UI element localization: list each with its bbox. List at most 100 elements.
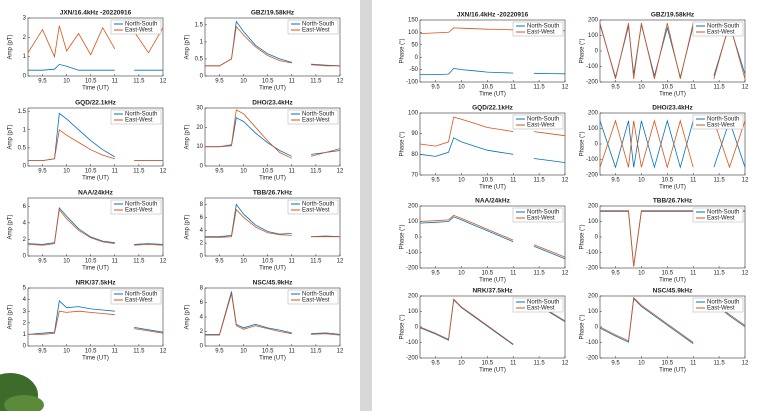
x-tick-label: 9.5: [215, 79, 224, 85]
panel: 9.5 10 10.5 11 11.5 1200.511.5GBZ/19.58kHzTim…: [185, 10, 344, 92]
y-tick-label: -100: [586, 250, 599, 256]
y-tick-label: 2: [23, 237, 27, 243]
panel: 9.5 10 10.5 11 11.5 12 -200 -100 0 100 200 DHO/23.4…: [580, 105, 749, 191]
y-tick-label: 0: [595, 325, 599, 331]
x-tick-label: 11.5: [310, 79, 322, 85]
x-tick-label: 11.5: [133, 259, 145, 265]
x-tick-label: 12: [562, 361, 569, 367]
y-tick-label: 4: [23, 297, 27, 303]
x-tick-label: 12: [562, 271, 569, 277]
panel: 9.5 10 10.5 11 11.5 12 -200 -100 0 100 200 NAA/24kH…: [400, 198, 569, 284]
x-tick-label: 12: [160, 169, 167, 175]
legend-box: [512, 207, 564, 223]
x-tick-label: 10.5: [481, 85, 493, 91]
x-axis-label: Time (UT): [82, 176, 109, 182]
y-axis-label: Amp (pT): [8, 34, 14, 59]
y-axis-label: Amp (pT): [185, 124, 191, 149]
x-tick-label: 11.5: [713, 271, 725, 277]
y-tick-label: 1: [200, 39, 204, 45]
y-tick-label: 2: [23, 35, 27, 41]
x-tick-label: 12: [160, 349, 167, 355]
x-tick-label: 11: [510, 178, 517, 184]
y-tick-label: -200: [586, 173, 599, 179]
plot-area: [599, 19, 746, 83]
legend-label: East-West: [527, 306, 555, 312]
panel: 9.5 10 10.5 11 11.5 12 0 2 4 6 NAA/24kHz Time (UT) A…: [8, 190, 167, 272]
x-tick-label: 12: [562, 178, 569, 184]
legend-box: [512, 21, 564, 37]
y-tick-label: 100: [408, 30, 419, 36]
x-axis-label: Time (UT): [82, 86, 109, 92]
legend-label: East-West: [302, 298, 330, 304]
y-tick-label: 4: [200, 315, 204, 321]
legend-label: North-South: [302, 202, 334, 208]
x-tick-label: 10.5: [481, 361, 493, 367]
panel: 9.5 10 10.5 11 11.5 12 -200 -100 0 100 200 GBZ/19.5…: [580, 12, 749, 98]
y-tick-label: 0: [200, 164, 204, 170]
x-tick-label: 9.5: [215, 259, 224, 265]
x-tick-label: 11.5: [713, 85, 725, 91]
legend-box: [110, 199, 162, 215]
y-axis-label: Amp (pT): [185, 304, 191, 329]
x-tick-label: 10.5: [661, 271, 673, 277]
x-tick-label: 11: [510, 85, 517, 91]
x-tick-label: 9.5: [611, 178, 620, 184]
y-tick-label: -200: [406, 266, 419, 272]
y-tick-label: 100: [588, 126, 599, 132]
x-axis-label: Time (UT): [259, 356, 286, 362]
x-tick-label: 11: [112, 259, 119, 265]
legend-label: North-South: [707, 117, 739, 123]
legend-label: East-West: [707, 123, 735, 129]
legend-label: East-West: [125, 208, 153, 214]
y-tick-label: 70: [411, 173, 418, 179]
legend-label: East-West: [302, 208, 330, 214]
legend-label: North-South: [527, 117, 559, 123]
y-axis-label: Phase (°): [580, 314, 586, 339]
legend-label: East-West: [125, 118, 153, 124]
x-tick-label: 10: [240, 349, 247, 355]
y-tick-label: 6: [200, 215, 204, 221]
legend-label: East-West: [125, 298, 153, 304]
y-tick-label: 0.5: [195, 57, 204, 63]
series-line: [599, 119, 746, 169]
y-tick-label: -100: [406, 340, 419, 346]
y-axis-label: Phase (°): [580, 38, 586, 63]
panel-title: NRK/37.5kHz: [472, 288, 513, 295]
legend-label: East-West: [527, 216, 555, 222]
panel: 9.5 10 10.5 11 11.5 12 -200 -100 0 100 200 NSC/45.9…: [580, 288, 749, 374]
y-tick-label: 0: [23, 344, 27, 350]
x-axis-label: Time (UT): [479, 368, 506, 374]
series-line: [27, 25, 164, 59]
y-tick-label: 0: [595, 142, 599, 148]
x-axis-label: Time (UT): [479, 185, 506, 191]
x-tick-label: 11: [510, 361, 517, 367]
x-tick-label: 10: [240, 259, 247, 265]
x-tick-label: 10: [240, 79, 247, 85]
x-tick-label: 9.5: [431, 271, 440, 277]
y-tick-label: -100: [406, 80, 419, 86]
panel-title: NAA/24kHz: [475, 198, 510, 205]
series-line: [205, 109, 341, 159]
panel: 9.5 10 10.5 11 11.5 12 0 2 4 6 8 NSC/45.9kHz Time (U…: [185, 280, 344, 362]
panel-title: NRK/37.5kHz: [75, 280, 116, 287]
x-tick-label: 10.5: [481, 271, 493, 277]
x-tick-label: 10: [458, 85, 465, 91]
y-tick-label: 0.5: [18, 145, 27, 151]
x-tick-label: 11.5: [533, 361, 545, 367]
x-axis-label: Time (UT): [82, 266, 109, 272]
x-tick-label: 10.5: [262, 169, 274, 175]
series-line: [419, 214, 566, 258]
y-tick-label: 1: [23, 54, 27, 60]
y-tick-label: 100: [408, 111, 419, 117]
x-tick-label: 9.5: [38, 79, 47, 85]
legend-label: East-West: [707, 30, 735, 36]
legend-box: [287, 289, 339, 305]
y-tick-label: 0: [595, 49, 599, 55]
legend-box: [287, 19, 339, 35]
y-tick-label: 3: [23, 309, 27, 315]
x-tick-label: 9.5: [38, 349, 47, 355]
y-tick-label: -100: [586, 157, 599, 163]
y-axis-label: Amp (pT): [8, 124, 14, 149]
